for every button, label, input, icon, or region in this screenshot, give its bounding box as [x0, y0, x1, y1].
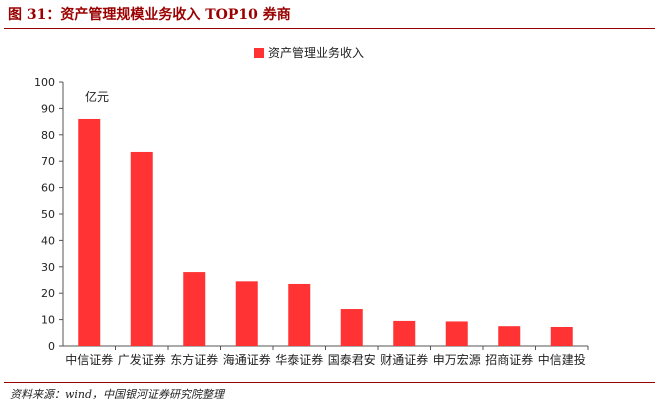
y-tick-label: 30	[41, 261, 55, 274]
x-tick-label: 广发证券	[118, 352, 166, 367]
x-tick-label: 中信建投	[538, 352, 586, 367]
bar	[288, 283, 311, 346]
x-tick-label: 招商证券	[485, 352, 533, 367]
y-tick-label: 70	[41, 155, 55, 168]
x-tick-label: 财通证券	[380, 352, 428, 367]
chart-legend: 资产管理业务收入	[254, 45, 364, 60]
bar	[340, 309, 363, 346]
x-tick-label: 华泰证券	[275, 352, 323, 367]
y-tick-label: 80	[41, 129, 55, 142]
x-tick-label: 东方证券	[170, 352, 218, 367]
legend-label: 资产管理业务收入	[268, 45, 364, 60]
bar	[183, 272, 206, 346]
bar	[498, 326, 521, 346]
y-tick-label: 90	[41, 102, 55, 115]
source-label: 资料来源：	[10, 388, 65, 401]
y-tick-label: 100	[34, 76, 55, 89]
y-tick-label: 0	[48, 340, 55, 353]
y-tick-label: 20	[41, 287, 55, 300]
x-tick-labels: 中信证券 广发证券 东方证券 海通证券 华泰证券 国泰君安 财通证券 申万宏源 招商证券 中信建投	[65, 352, 586, 367]
bar	[235, 281, 258, 346]
x-axis	[63, 345, 589, 350]
figure-title: 图 31：资产管理规模业务收入 TOP10 券商	[8, 7, 291, 23]
y-tick-label: 50	[41, 208, 55, 221]
unit-label: 亿元	[85, 89, 109, 104]
top-rule	[4, 28, 655, 29]
legend-swatch	[254, 48, 264, 58]
y-tick-label: 60	[41, 182, 55, 195]
bar	[78, 118, 101, 347]
y-tick-label: 10	[41, 314, 55, 327]
y-axis: 0 10 20 30 40 50 60 70 80 90 100	[34, 76, 64, 353]
y-tick-label: 40	[41, 234, 55, 247]
bar	[550, 326, 573, 346]
bar	[393, 320, 416, 346]
x-tick-label: 海通证券	[223, 352, 271, 367]
x-tick-label: 申万宏源	[433, 352, 481, 367]
bar	[130, 151, 153, 346]
source-text: wind，中国银河证券研究院整理	[65, 388, 225, 401]
x-tick-label: 国泰君安	[328, 352, 376, 367]
source-note: 资料来源：wind，中国银河证券研究院整理	[10, 386, 224, 402]
bar	[445, 321, 468, 346]
x-tick-label: 中信证券	[65, 352, 113, 367]
bar-series	[78, 118, 573, 347]
bottom-rule	[4, 382, 655, 383]
